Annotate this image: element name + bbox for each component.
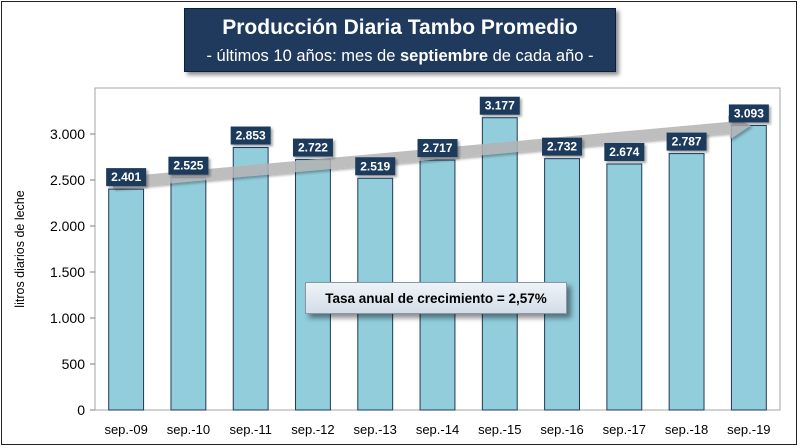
data-label-box xyxy=(604,142,645,161)
x-axis: sep.-09 sep.-10 sep.-11 sep.-12 sep.-13 sep.-… xyxy=(104,422,770,437)
bar-sep.-10 xyxy=(170,177,207,411)
y-tick-label: 500 xyxy=(62,356,86,372)
y-tick-label: 2.500 xyxy=(50,172,85,188)
y-tick-label: 0 xyxy=(77,402,85,418)
data-label: 2.853 xyxy=(236,129,266,143)
data-label: 2.401 xyxy=(111,170,141,184)
bar-sep.-19 xyxy=(730,124,767,411)
x-tick-label: sep.-11 xyxy=(229,422,271,437)
subtitle-month: septiembre xyxy=(399,47,489,65)
data-label-box xyxy=(542,137,583,156)
data-label-box xyxy=(479,96,520,115)
subtitle-prefix: - últimos 10 años: mes de xyxy=(206,47,400,65)
x-tick-label: sep.-18 xyxy=(665,422,708,437)
y-tick-label: 1.000 xyxy=(50,310,85,326)
data-label: 2.674 xyxy=(609,145,639,159)
x-tick-label: sep.-09 xyxy=(104,422,147,437)
x-tick-label: sep.-12 xyxy=(291,422,334,437)
y-axis: 0 500 1.000 1.500 2.000 2.500 3.000 xyxy=(50,126,95,418)
chart-subtitle: - últimos 10 años: mes de septiembre de … xyxy=(185,45,615,67)
bar-sep.-11 xyxy=(232,147,269,411)
y-tick-label: 2.000 xyxy=(50,218,85,234)
subtitle-suffix: de cada año - xyxy=(488,47,594,65)
data-label-box xyxy=(230,126,271,145)
data-label: 3.177 xyxy=(485,99,515,113)
x-tick-label: sep.-19 xyxy=(727,422,770,437)
data-label-box xyxy=(168,156,209,175)
data-label-box xyxy=(728,104,769,123)
data-label: 2.722 xyxy=(298,141,328,155)
bar-sep.-17 xyxy=(606,163,643,411)
growth-rate-annotation: Tasa anual de crecimiento = 2,57% xyxy=(305,282,567,314)
data-label: 2.717 xyxy=(422,141,452,155)
x-tick-label: sep.-15 xyxy=(478,422,521,437)
data-labels: 2.401 2.525 2.853 2.722 2.519 2.717 3.177 2.732… xyxy=(106,96,769,187)
data-label-box xyxy=(666,132,707,151)
data-label-box xyxy=(355,157,396,176)
y-tick-label: 1.500 xyxy=(50,264,85,280)
data-label: 2.525 xyxy=(173,159,203,173)
x-tick-label: sep.-10 xyxy=(167,422,210,437)
bar-sep.-18 xyxy=(668,153,705,411)
y-tick-label: 3.000 xyxy=(50,126,85,142)
data-label-box xyxy=(106,168,147,187)
x-tick-label: sep.-14 xyxy=(416,422,459,437)
data-label: 3.093 xyxy=(734,106,764,120)
data-label: 2.732 xyxy=(547,140,577,154)
x-tick-label: sep.-16 xyxy=(540,422,583,437)
data-label-box xyxy=(292,138,333,157)
x-tick-label: sep.-13 xyxy=(354,422,397,437)
chart-title: Producción Diaria Tambo Promedio xyxy=(222,16,578,39)
y-axis-title: litros diarios de leche xyxy=(13,190,27,307)
bar-sep.-15 xyxy=(481,117,518,411)
data-label: 2.787 xyxy=(672,135,702,149)
x-tick-label: sep.-17 xyxy=(603,422,646,437)
bar-sep.-09 xyxy=(108,188,145,411)
chart-title-box: Producción Diaria Tambo Promedio - últim… xyxy=(184,8,616,72)
data-label-box xyxy=(417,139,458,158)
data-label: 2.519 xyxy=(360,159,390,173)
